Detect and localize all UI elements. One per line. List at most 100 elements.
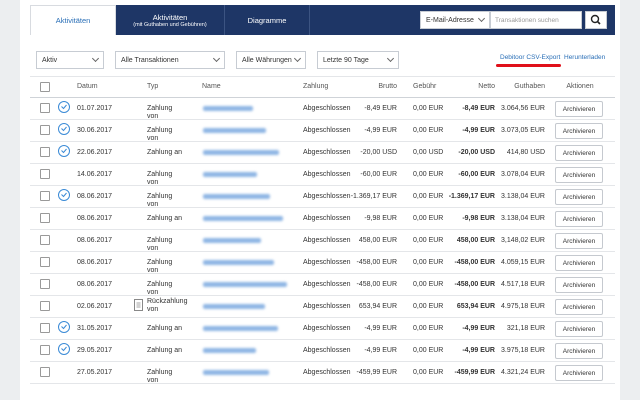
cell-balance: 3.078,04 EUR (501, 171, 545, 178)
cell-status: Abgeschlossen (303, 281, 351, 288)
checkbox[interactable] (40, 191, 50, 201)
cell-fee: 0,00 EUR (413, 171, 444, 178)
status-icon (58, 343, 70, 355)
checkbox[interactable] (40, 82, 50, 92)
cell-date: 01.07.2017 (77, 105, 113, 112)
doc-lines (136, 302, 141, 308)
cell-status: Abgeschlossen (303, 149, 351, 156)
cell-net: 653,94 EUR (456, 303, 495, 310)
cell-status: Abgeschlossen (303, 347, 351, 354)
archive-button[interactable]: Archivieren (555, 211, 603, 227)
archive-button[interactable]: Archivieren (555, 233, 603, 249)
cell-net: -459,99 EUR (454, 369, 495, 376)
cell-gross: -4,99 EUR (364, 127, 397, 134)
checkbox[interactable] (40, 125, 50, 135)
checkbox[interactable] (40, 323, 50, 333)
cell-gross: -4,99 EUR (364, 347, 397, 354)
cell-gross: -60,00 EUR (360, 171, 397, 178)
table-row: 30.06.2017 Zahlung von Abgeschlossen -4,99 … (30, 119, 615, 142)
column-header: Aktionen (566, 83, 594, 90)
archive-button[interactable]: Archivieren (555, 255, 603, 271)
cell-type: Zahlung von (147, 105, 173, 120)
table-row: 27.05.2017 Zahlung von Abgeschlossen -459,9… (30, 361, 615, 384)
cell-net: -4,99 EUR (462, 347, 495, 354)
checkbox[interactable] (40, 257, 50, 267)
cell-status: Abgeschlossen (303, 369, 351, 376)
filter[interactable]: Letzte 90 Tage (317, 51, 399, 69)
cell-balance: 3.138,04 EUR (501, 193, 545, 200)
blurred-name (203, 304, 265, 309)
table-row: 08.06.2017 Zahlung von Abgeschlossen -458,0… (30, 273, 615, 296)
cell-type: Zahlung von (147, 237, 173, 252)
status-icon (58, 321, 70, 333)
tab-label: Aktivitäten (55, 16, 91, 25)
archive-button[interactable]: Archivieren (555, 167, 603, 183)
cell-status: Abgeschlossen (303, 105, 351, 112)
cell-type: Zahlung von (147, 127, 173, 142)
filter[interactable]: Alle Währungen (236, 51, 306, 69)
archive-button[interactable]: Archivieren (555, 365, 603, 381)
link-label: Herunterladen (564, 54, 606, 61)
cell-status: Abgeschlossen (303, 303, 351, 310)
cell-type: Zahlung von (147, 281, 173, 296)
cell-net: 458,00 EUR (456, 237, 495, 244)
archive-button[interactable]: Archivieren (555, 189, 603, 205)
archive-button[interactable]: Archivieren (555, 299, 603, 315)
checkbox[interactable] (40, 279, 50, 289)
checkbox[interactable] (40, 235, 50, 245)
archive-button[interactable]: Archivieren (555, 123, 603, 139)
cell-gross: -459,99 EUR (356, 369, 397, 376)
cell-gross: 653,94 EUR (358, 303, 397, 310)
filter[interactable]: Alle Transaktionen (115, 51, 225, 69)
blurred-name (203, 260, 274, 265)
cell-net: -458,00 EUR (454, 259, 495, 266)
checkbox[interactable] (40, 367, 50, 377)
column-header: Typ (147, 83, 159, 90)
blurred-name (203, 370, 269, 375)
document-icon (134, 299, 143, 311)
cell-balance: 3,148,02 EUR (501, 237, 545, 244)
tab[interactable]: Aktivitäten (mit Guthaben und Gebühren) (116, 5, 224, 35)
cell-date: 14.06.2017 (77, 171, 113, 178)
tab-label: Diagramme (247, 15, 287, 25)
search-input[interactable]: Transaktionen suchen (490, 11, 582, 29)
column-header: Datum (77, 83, 98, 90)
cell-fee: 0,00 EUR (413, 281, 444, 288)
cell-date: 22.06.2017 (77, 149, 113, 156)
cell-type: Zahlung von (147, 259, 173, 274)
cell-type: Rückzahlung von (147, 298, 188, 313)
cell-net: -8,49 EUR (462, 105, 495, 112)
cell-date: 27.05.2017 (77, 369, 113, 376)
archive-button[interactable]: Archivieren (555, 321, 603, 337)
export-link[interactable]: Debitoor CSV-Export (500, 54, 560, 61)
search-field-select[interactable]: E-Mail-Adresse (420, 11, 490, 29)
table-header: Datum Typ Name Zahlung Brutto Gebühr Netto Guth… (30, 76, 615, 98)
checkbox[interactable] (40, 301, 50, 311)
tab[interactable]: Diagramme (224, 5, 310, 35)
cell-date: 29.05.2017 (77, 347, 113, 354)
archive-button[interactable]: Archivieren (555, 343, 603, 359)
search-button[interactable] (585, 11, 607, 29)
archive-button[interactable]: Archivieren (555, 145, 603, 161)
checkbox[interactable] (40, 147, 50, 157)
table-row: 22.06.2017 Zahlung an Abgeschlossen -20,00 … (30, 141, 615, 164)
link-label: Debitoor CSV-Export (500, 54, 561, 61)
cell-fee: 0,00 EUR (413, 303, 444, 310)
check-mark (61, 104, 67, 110)
table-row: 01.07.2017 Zahlung von Abgeschlossen -8,49 … (30, 97, 615, 120)
filter-label: Letzte 90 Tage (323, 56, 369, 64)
cell-date: 30.06.2017 (77, 127, 113, 134)
cell-gross: -8,49 EUR (364, 105, 397, 112)
table-row: 08.06.2017 Zahlung an Abgeschlossen -9,98 E… (30, 207, 615, 230)
checkbox[interactable] (40, 169, 50, 179)
filter[interactable]: Aktiv (36, 51, 104, 69)
checkbox[interactable] (40, 213, 50, 223)
cell-type: Zahlung von (147, 171, 173, 186)
archive-button[interactable]: Archivieren (555, 277, 603, 293)
checkbox[interactable] (40, 103, 50, 113)
download-link[interactable]: Herunterladen (564, 54, 605, 61)
status-icon (58, 189, 70, 201)
checkbox[interactable] (40, 345, 50, 355)
tab[interactable]: Aktivitäten (30, 5, 116, 35)
archive-button[interactable]: Archivieren (555, 101, 603, 117)
